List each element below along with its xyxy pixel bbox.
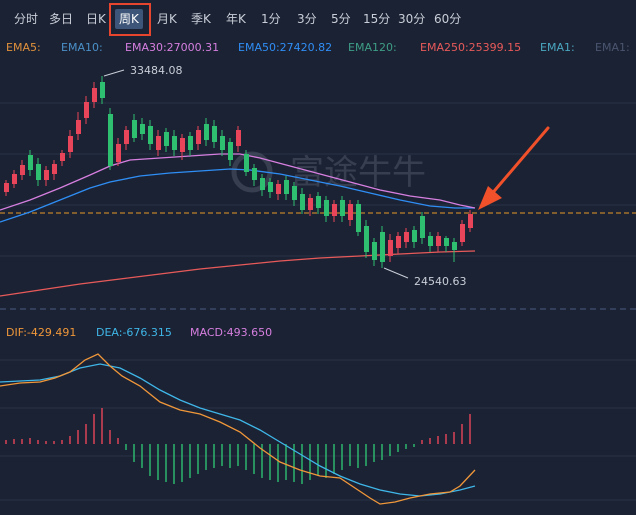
candles (4, 76, 473, 268)
ema1-label: EMA1: (540, 41, 575, 54)
tab-3min[interactable]: 3分 (297, 12, 317, 26)
ema30-line (0, 153, 476, 211)
macd-label: MACD:493.650 (190, 326, 273, 339)
ema250-label: EMA250:25399.15 (420, 41, 522, 54)
low-marker-line (383, 267, 409, 279)
ema5-label: EMA5: (6, 41, 41, 54)
ema10-label: EMA10: (61, 41, 103, 54)
tab-daily-k[interactable]: 日K (86, 12, 106, 26)
tab-quarterly-k[interactable]: 季K (191, 12, 211, 26)
tab-fenshi[interactable]: 分时 (14, 12, 39, 26)
ema30-label: EMA30:27000.31 (125, 41, 220, 54)
dif-line (0, 353, 476, 505)
ema50-label: EMA50:27420.82 (238, 41, 333, 54)
ema50-line (0, 168, 475, 223)
tab-15min[interactable]: 15分 (363, 12, 391, 26)
watermark-text: 富途牛牛 (290, 153, 426, 193)
ema120-label: EMA120: (348, 41, 397, 54)
high-marker-line (103, 69, 125, 77)
tab-5min[interactable]: 5分 (331, 12, 351, 26)
ema-legend: EMA5: EMA10: EMA30:27000.31 EMA50:27420.… (0, 40, 636, 58)
ema-extra-label: EMA1: (595, 41, 630, 54)
arrow-annotation (478, 126, 550, 210)
tab-yearly-k[interactable]: 年K (226, 12, 246, 26)
tab-1min[interactable]: 1分 (261, 12, 281, 26)
macd-legend: DIF:-429.491 DEA:-676.315 MACD:493.650 (0, 325, 636, 343)
tab-60min[interactable]: 60分 (434, 12, 462, 26)
dif-label: DIF:-429.491 (6, 326, 77, 339)
dea-line (0, 363, 476, 497)
tab-duori[interactable]: 多日 (49, 12, 74, 26)
tab-monthly-k[interactable]: 月K (157, 12, 177, 26)
tab-weekly-k[interactable]: 周K (115, 9, 143, 29)
macd-histogram (5, 408, 471, 484)
low-price-label: 24540.63 (414, 275, 467, 288)
dea-label: DEA:-676.315 (96, 326, 172, 339)
watermark: 富途牛牛 (231, 151, 426, 193)
price-grid (0, 102, 636, 501)
active-tab-highlight (109, 3, 151, 36)
ema250-line (0, 250, 476, 297)
period-tabs: 分时 多日 日K 周K 月K 季K 年K 1分 3分 5分 15分 30分 60… (0, 0, 636, 38)
tab-30min[interactable]: 30分 (398, 12, 426, 26)
high-price-label: 33484.08 (130, 64, 183, 77)
